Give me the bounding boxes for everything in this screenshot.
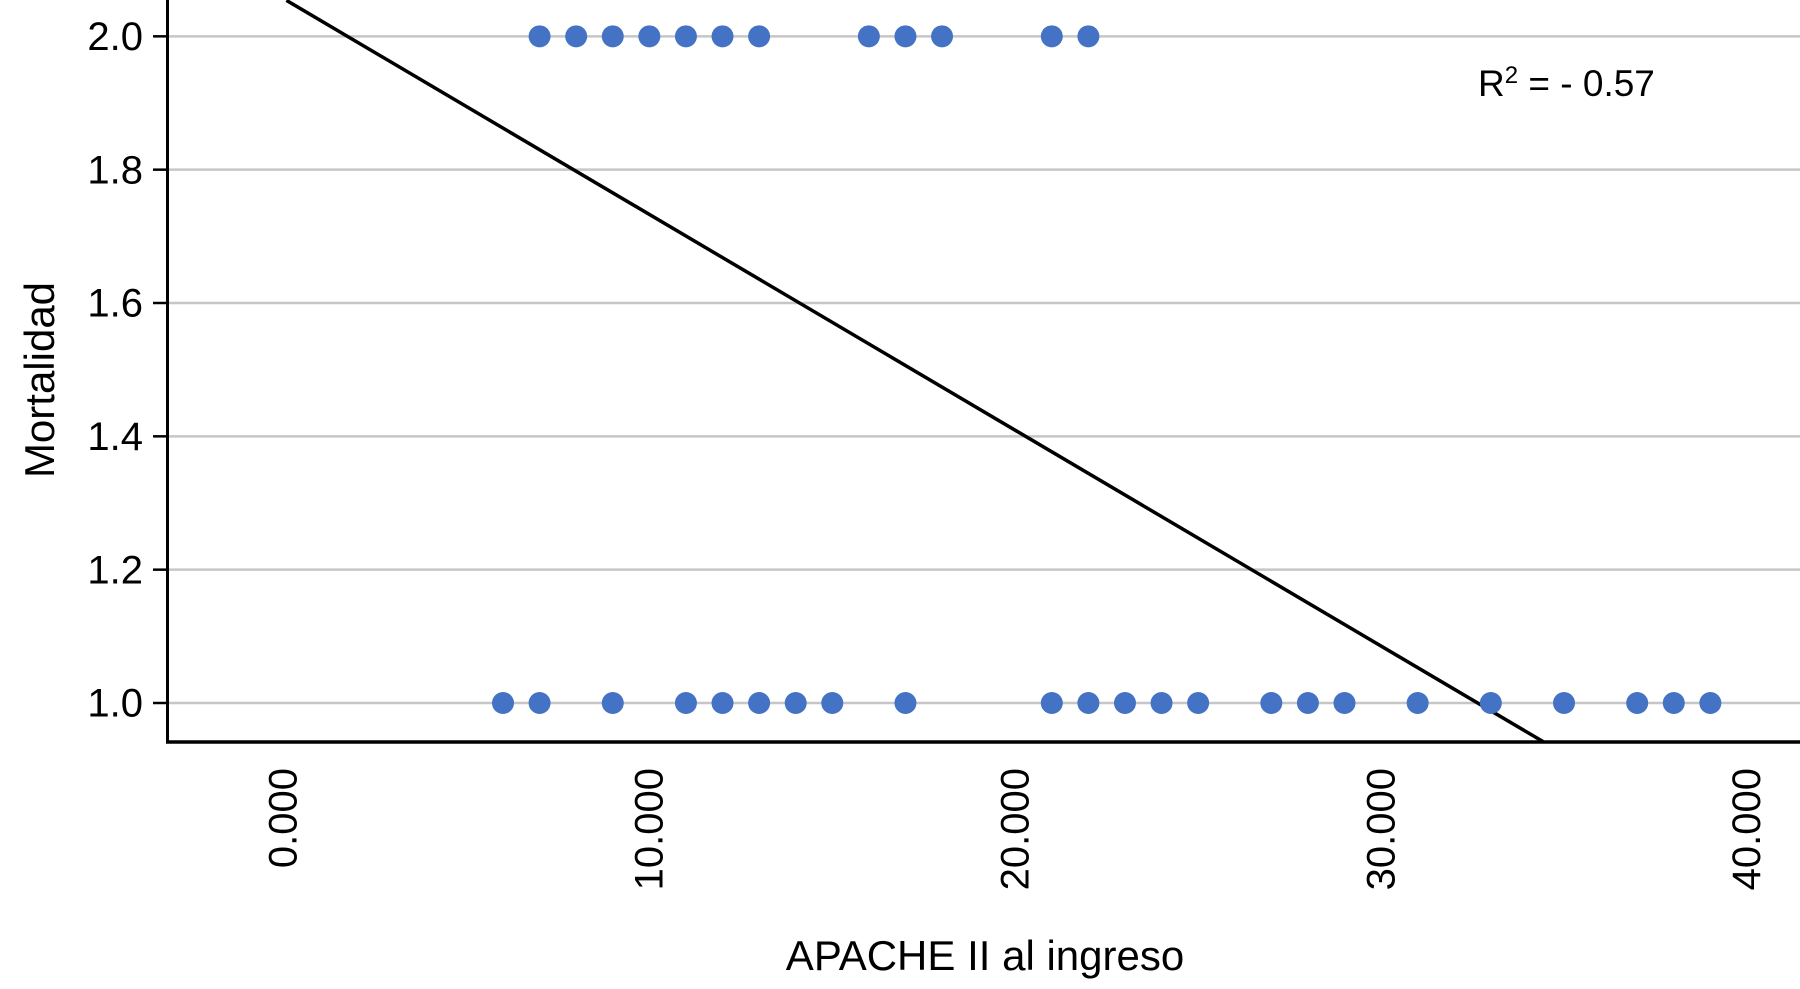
data-point bbox=[1077, 25, 1100, 48]
y-tick-label-1.0: 1.0 bbox=[87, 682, 143, 726]
x-tick-label-20.000: 20.000 bbox=[993, 768, 1037, 890]
data-points bbox=[492, 25, 1722, 714]
data-point bbox=[931, 25, 954, 48]
regression-line bbox=[285, 0, 1545, 744]
x-axis-title: APACHE II al ingreso bbox=[785, 932, 1185, 979]
y-tick-label-2.0: 2.0 bbox=[87, 15, 143, 59]
y-tick-marks bbox=[153, 35, 168, 705]
data-point bbox=[674, 692, 697, 714]
data-point bbox=[711, 692, 734, 714]
gridlines bbox=[167, 35, 1800, 705]
y-tick-label-1.6: 1.6 bbox=[87, 282, 143, 326]
data-point bbox=[1553, 692, 1576, 714]
data-point bbox=[1333, 692, 1356, 714]
data-point bbox=[821, 692, 844, 714]
r-squared-base: R bbox=[1478, 63, 1505, 104]
data-point bbox=[601, 25, 624, 48]
x-tick-label-40.000: 40.000 bbox=[1725, 768, 1769, 890]
data-point bbox=[894, 692, 917, 714]
data-point bbox=[857, 25, 880, 48]
r-squared-value: = - 0.57 bbox=[1518, 63, 1655, 104]
axes bbox=[166, 0, 1800, 744]
data-point bbox=[711, 25, 734, 48]
x-tick-label-10.000: 10.000 bbox=[628, 768, 672, 890]
data-point bbox=[748, 25, 771, 48]
data-point bbox=[1626, 692, 1649, 714]
data-point bbox=[1260, 692, 1283, 714]
data-point bbox=[1040, 25, 1063, 48]
data-point bbox=[1077, 692, 1100, 714]
r-squared-annotation: R2 = - 0.57 bbox=[1478, 62, 1655, 105]
data-point bbox=[894, 25, 917, 48]
data-point bbox=[528, 692, 551, 714]
y-axis-title: Mortalidad bbox=[16, 281, 63, 479]
y-tick-label-1.4: 1.4 bbox=[87, 415, 143, 459]
r-squared-exponent: 2 bbox=[1504, 62, 1519, 89]
data-point bbox=[1662, 692, 1685, 714]
y-tick-labels: 1.0 1.2 1.4 1.6 1.8 2.0 bbox=[87, 15, 143, 726]
x-tick-label-0.000: 0.000 bbox=[262, 768, 306, 868]
data-point bbox=[1040, 692, 1063, 714]
data-point bbox=[492, 692, 515, 714]
data-point bbox=[674, 25, 697, 48]
data-point bbox=[601, 692, 624, 714]
data-point bbox=[1296, 692, 1319, 714]
regression-line-group bbox=[285, 0, 1545, 744]
data-point bbox=[1150, 692, 1173, 714]
y-tick-label-1.2: 1.2 bbox=[87, 548, 143, 592]
data-point bbox=[1187, 692, 1210, 714]
data-point bbox=[748, 692, 771, 714]
x-tick-label-30.000: 30.000 bbox=[1359, 768, 1403, 890]
y-tick-label-1.8: 1.8 bbox=[87, 148, 143, 192]
x-tick-labels: 0.000 10.000 20.000 30.000 40.000 bbox=[262, 768, 1769, 890]
data-point bbox=[784, 692, 807, 714]
data-point bbox=[528, 25, 551, 48]
data-point bbox=[1406, 692, 1429, 714]
data-point bbox=[1113, 692, 1136, 714]
data-point bbox=[1479, 692, 1502, 714]
data-point bbox=[565, 25, 588, 48]
data-point bbox=[1699, 692, 1722, 714]
data-point bbox=[638, 25, 661, 48]
